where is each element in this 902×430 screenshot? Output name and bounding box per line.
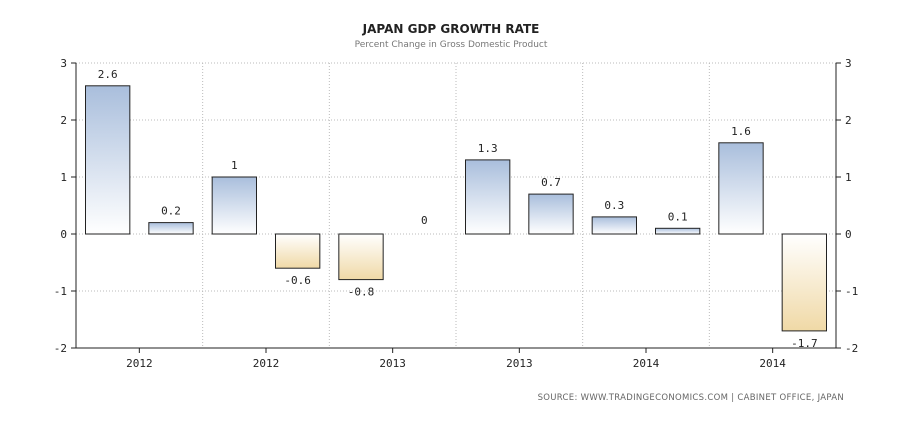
y-tick-label-right: 1 — [845, 171, 852, 184]
y-tick-label-left: 0 — [60, 228, 67, 241]
bar — [338, 233, 384, 281]
y-tick-label-left: -2 — [54, 342, 67, 355]
bar — [591, 216, 638, 235]
y-tick-label-left: 2 — [60, 114, 67, 127]
x-tick-label: 2012 — [253, 357, 280, 370]
data-label: 1.6 — [731, 125, 751, 138]
chart-subtitle: Percent Change in Gross Domestic Product — [354, 40, 548, 50]
bar — [275, 233, 321, 269]
data-label: 0 — [421, 214, 428, 227]
data-label: 0.3 — [604, 199, 624, 212]
data-label: 1 — [231, 159, 238, 172]
bar — [528, 193, 574, 235]
x-tick-label: 2013 — [506, 357, 533, 370]
data-label: 0.2 — [161, 205, 181, 218]
chart-title: JAPAN GDP GROWTH RATE — [362, 22, 540, 36]
y-tick-label-right: -2 — [845, 342, 858, 355]
y-tick-label-right: -1 — [845, 285, 858, 298]
y-tick-label-left: 1 — [60, 171, 67, 184]
data-label: 2.6 — [98, 68, 118, 81]
x-tick-label: 2012 — [126, 357, 153, 370]
y-tick-label-right: 0 — [845, 228, 852, 241]
bar — [148, 222, 194, 235]
x-tick-label: 2014 — [633, 357, 660, 370]
bar — [781, 233, 828, 332]
bar — [655, 227, 701, 235]
bar — [465, 159, 511, 235]
data-label: 0.1 — [668, 210, 688, 223]
y-tick-label-left: 3 — [60, 57, 67, 70]
source-note: SOURCE: WWW.TRADINGECONOMICS.COM | CABIN… — [537, 393, 844, 403]
y-tick-label-right: 3 — [845, 57, 852, 70]
y-tick-label-left: -1 — [54, 285, 67, 298]
x-tick-label: 2013 — [379, 357, 406, 370]
data-label: -0.8 — [348, 286, 375, 299]
bar — [718, 142, 764, 235]
data-label: 1.3 — [478, 142, 498, 155]
bar — [85, 85, 131, 235]
x-tick-label: 2014 — [759, 357, 786, 370]
bar — [211, 176, 258, 235]
data-label: -0.6 — [284, 274, 311, 287]
y-tick-label-right: 2 — [845, 114, 852, 127]
data-label: 0.7 — [541, 176, 561, 189]
data-label: -1.7 — [791, 337, 818, 350]
